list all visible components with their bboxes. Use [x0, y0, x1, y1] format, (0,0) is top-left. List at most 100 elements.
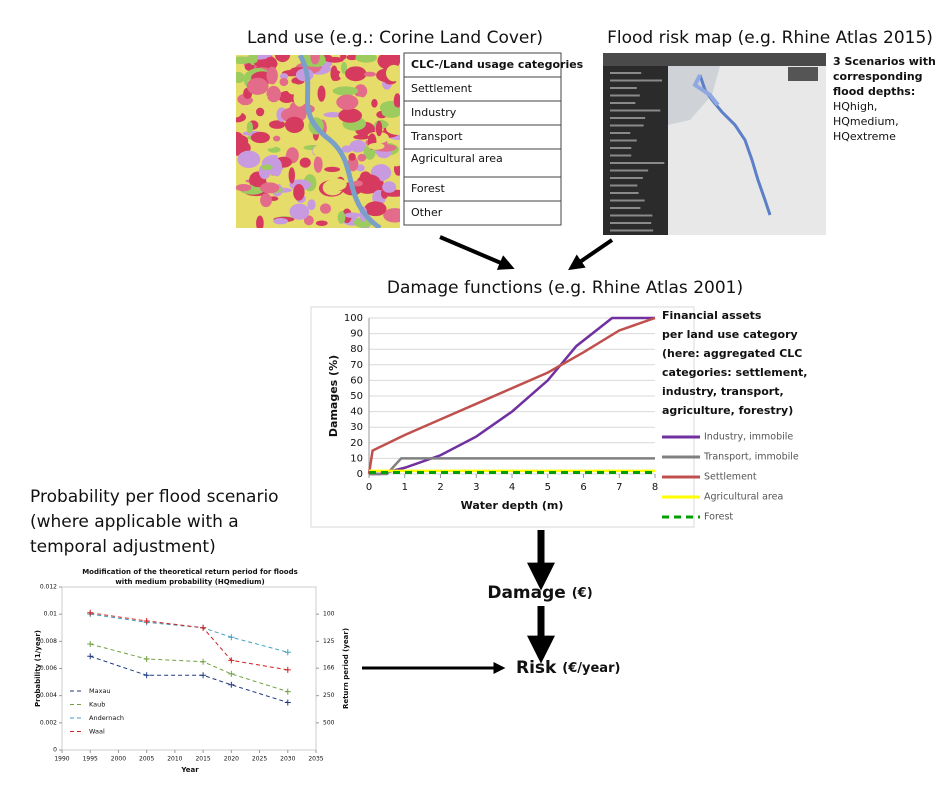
- map-patch: [357, 153, 367, 162]
- y-tick-label: 0.012: [40, 584, 57, 591]
- panel-line: [610, 207, 641, 209]
- map-patch: [278, 91, 295, 103]
- map-patch: [341, 145, 353, 153]
- map-patch: [348, 152, 356, 161]
- x-tick-label: 1: [402, 482, 408, 493]
- y2-tick-label: 250: [323, 692, 335, 699]
- point-marker: [228, 681, 235, 688]
- map-patch: [381, 106, 400, 118]
- map-patch: [273, 217, 289, 225]
- panel-line: [610, 139, 637, 142]
- panel-line: [610, 72, 642, 74]
- table-cell: [403, 100, 562, 126]
- probability-title-line: temporal adjustment): [30, 537, 216, 557]
- map-patch: [312, 143, 338, 158]
- x-tick-label: 2005: [139, 756, 154, 763]
- map-patch: [336, 94, 359, 110]
- map-patch: [327, 178, 347, 191]
- y-tick-label: 0.008: [40, 638, 57, 645]
- table-cell: [403, 124, 562, 150]
- note-heading: 3 Scenarios with: [833, 55, 936, 68]
- note-heading: flood depths:: [833, 85, 915, 98]
- point-marker: [87, 609, 94, 616]
- probability-title: Probability per flood scenario (where app…: [30, 487, 279, 557]
- map-patch: [355, 55, 377, 63]
- point-marker: [87, 641, 94, 648]
- panel-line: [610, 87, 637, 89]
- panel-line: [610, 102, 636, 104]
- panel-line: [610, 94, 640, 97]
- land-use-title: Land use (e.g.: Corine Land Cover): [247, 28, 543, 48]
- map-patch: [323, 112, 343, 118]
- map-patch: [340, 61, 348, 74]
- map-patch: [349, 139, 367, 153]
- scenario-note: 3 Scenarios with corresponding flood depth…: [833, 55, 936, 143]
- map-patch: [237, 150, 261, 168]
- y-tick-label: 70: [350, 360, 363, 371]
- map-patch: [284, 116, 305, 133]
- y-tick-label: 90: [350, 329, 363, 340]
- series-line: [90, 613, 288, 653]
- map-river: [297, 55, 382, 228]
- table-text: CLC-/Land usage categories: [411, 58, 584, 71]
- y-tick-label: 60: [350, 375, 363, 386]
- damage-chart: 0 10 20 30 40 50 60 70 80 90 100 0 1 2 3 4 5 6 7 8 Water dep…: [327, 309, 807, 523]
- legend-title: Financial assets: [662, 309, 762, 322]
- damage-functions-title: Damage functions (e.g. Rhine Atlas 2001): [387, 278, 743, 298]
- table-cell: [403, 200, 562, 226]
- point-marker: [284, 688, 291, 695]
- table-text: Transport: [410, 130, 463, 143]
- y2-tick-label: 500: [323, 719, 335, 726]
- map-patch: [344, 212, 361, 218]
- panel-line: [610, 147, 632, 149]
- point-marker: [143, 617, 150, 624]
- table-text: Industry: [411, 106, 457, 119]
- map-patch: [236, 71, 245, 84]
- map-patch: [352, 180, 363, 187]
- chart-title: with medium probability (HQmedium): [115, 578, 264, 586]
- table-text: Other: [411, 206, 443, 219]
- x-tick-label: 3: [473, 482, 479, 493]
- map-patch: [320, 203, 331, 214]
- legend-label: Industry, immobile: [704, 432, 793, 443]
- map-patch: [260, 193, 272, 208]
- y-tick-label: 0.002: [40, 719, 57, 726]
- damage-unit: (€): [572, 586, 593, 601]
- map-patch: [271, 158, 283, 177]
- map-patch: [310, 55, 320, 65]
- legend-label: Kaub: [89, 701, 105, 709]
- map-patch: [279, 73, 289, 80]
- map-patch: [332, 86, 359, 96]
- y-tick-label: 30: [350, 422, 363, 433]
- probability-chart: Modification of the theoretical return p…: [34, 568, 350, 774]
- table-text: Agricultural area: [411, 152, 503, 165]
- table-cell: [403, 52, 562, 78]
- point-marker: [143, 672, 150, 679]
- panel-line: [610, 222, 652, 224]
- x-tick-label: 1995: [83, 756, 98, 763]
- x-tick-label: 2010: [167, 756, 182, 763]
- panel-line: [610, 162, 665, 164]
- map-patch: [393, 93, 400, 109]
- land-use-map: [236, 55, 400, 228]
- map-patch: [346, 55, 358, 61]
- x-tick-label: 0: [366, 482, 372, 493]
- series-line: [90, 643, 288, 693]
- panel-line: [610, 229, 654, 232]
- point-marker: [200, 624, 207, 631]
- legend-label: Settlement: [704, 472, 757, 483]
- flood-map-title: Flood risk map (e.g. Rhine Atlas 2015): [607, 28, 933, 48]
- panel-line: [610, 192, 639, 194]
- map-patch: [293, 184, 305, 201]
- point-marker: [228, 657, 235, 664]
- x-tick-label: 5: [545, 482, 551, 493]
- legend-label: Transport, immobile: [703, 452, 799, 463]
- map-patch: [299, 157, 311, 168]
- point-marker: [284, 649, 291, 656]
- y-tick-label: 10: [350, 453, 363, 464]
- x-tick-label: 2035: [308, 756, 323, 763]
- x-tick-label: 7: [616, 482, 622, 493]
- map-patch: [248, 55, 258, 66]
- map-patch: [262, 144, 275, 149]
